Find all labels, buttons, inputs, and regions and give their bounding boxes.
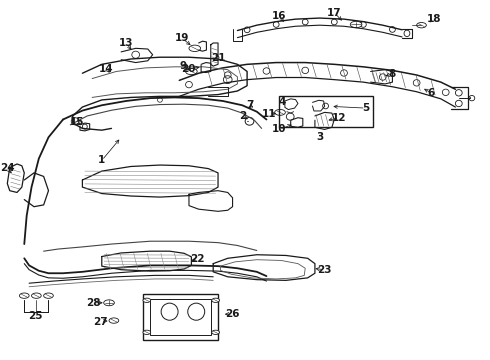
- Ellipse shape: [20, 293, 29, 298]
- Text: 13: 13: [119, 38, 133, 48]
- Text: 5: 5: [362, 103, 369, 113]
- Text: 26: 26: [225, 309, 240, 319]
- Text: 24: 24: [0, 163, 15, 173]
- Text: 28: 28: [86, 298, 101, 308]
- Ellipse shape: [31, 293, 41, 298]
- Ellipse shape: [212, 330, 220, 334]
- Ellipse shape: [212, 298, 220, 302]
- Text: 8: 8: [389, 69, 396, 79]
- Ellipse shape: [416, 23, 426, 28]
- Ellipse shape: [350, 21, 362, 28]
- Text: 16: 16: [271, 10, 286, 21]
- Text: 17: 17: [327, 8, 342, 18]
- Bar: [143, 294, 218, 340]
- Ellipse shape: [104, 300, 114, 306]
- Ellipse shape: [245, 117, 254, 125]
- Ellipse shape: [189, 45, 200, 51]
- Ellipse shape: [109, 318, 119, 323]
- Text: 7: 7: [246, 100, 253, 110]
- Text: 27: 27: [94, 317, 108, 327]
- Text: 12: 12: [332, 113, 346, 123]
- Text: 25: 25: [27, 311, 42, 321]
- Text: 2: 2: [239, 111, 246, 121]
- Text: 21: 21: [211, 53, 225, 63]
- Text: 20: 20: [181, 64, 195, 74]
- Text: 14: 14: [99, 64, 114, 74]
- Text: 18: 18: [426, 14, 441, 24]
- Ellipse shape: [44, 293, 53, 298]
- Text: 23: 23: [318, 265, 332, 275]
- Text: 6: 6: [428, 88, 435, 98]
- Ellipse shape: [275, 109, 285, 115]
- Text: 15: 15: [70, 117, 84, 127]
- Text: 22: 22: [191, 254, 205, 264]
- Text: 19: 19: [175, 33, 189, 43]
- Text: 4: 4: [278, 97, 286, 107]
- Ellipse shape: [143, 298, 151, 302]
- Text: 3: 3: [316, 132, 323, 142]
- Bar: [150, 298, 211, 335]
- Text: 9: 9: [180, 61, 187, 71]
- Text: 11: 11: [262, 109, 276, 119]
- Ellipse shape: [186, 68, 197, 75]
- Ellipse shape: [143, 330, 151, 334]
- Bar: [279, 96, 373, 127]
- Text: 1: 1: [98, 156, 105, 166]
- Text: 10: 10: [272, 125, 286, 135]
